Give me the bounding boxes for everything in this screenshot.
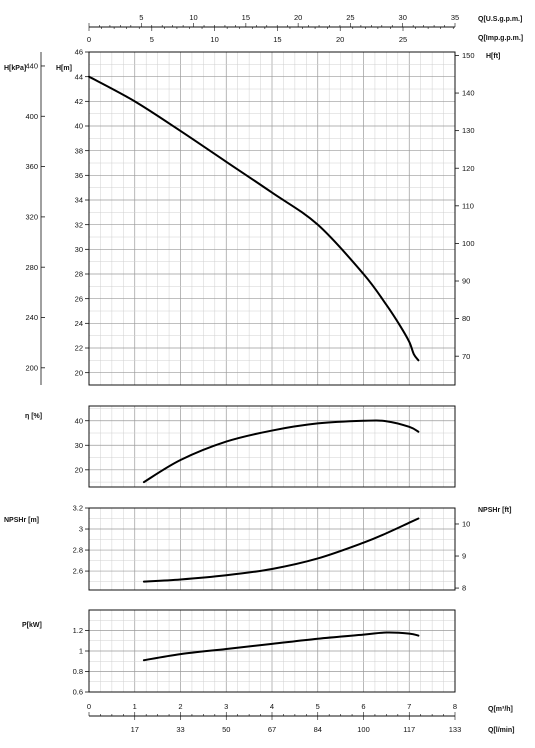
axis-layer <box>40 23 459 720</box>
efficiency-ytick-label: 30 <box>75 441 83 450</box>
bottom-m3h-tick-label: 5 <box>316 702 320 711</box>
power-curve-0 <box>142 631 420 662</box>
top-usgpm-tick-label: 5 <box>139 13 143 22</box>
bottom-lmin-tick-label: 17 <box>131 725 139 734</box>
head-curve-0 <box>88 75 420 362</box>
power-ytick-label: 0.6 <box>73 688 83 697</box>
bottom-m3h-tick-label: 8 <box>453 702 457 711</box>
bottom-lmin-tick-label: 50 <box>222 725 230 734</box>
head-ytick-label: 26 <box>75 294 83 303</box>
head-ft-tick-label: 90 <box>462 277 470 286</box>
top-impgpm-tick-label: 5 <box>150 35 154 44</box>
head-ft-tick-label: 80 <box>462 314 470 323</box>
top-usgpm-tick-label: 25 <box>346 13 354 22</box>
head-kpa-tick-label: 280 <box>25 263 38 272</box>
power-ytick-label: 0.8 <box>73 667 83 676</box>
head-kpa-tick-label: 200 <box>25 363 38 372</box>
efficiency-curve-0 <box>142 419 420 484</box>
head-ytick-label: 28 <box>75 270 83 279</box>
bottom-lmin-tick-label: 67 <box>268 725 276 734</box>
head-ytick-label: 30 <box>75 245 83 254</box>
top-usgpm-tick-label: 15 <box>242 13 250 22</box>
npsh-m-axis-label: NPSHr [m] <box>4 517 39 524</box>
top-usgpm-tick-label: 35 <box>451 13 459 22</box>
head-ytick-label: 22 <box>75 344 83 353</box>
efficiency-axis-label: η [%] <box>25 413 42 420</box>
head-ft-tick-label: 100 <box>462 239 475 248</box>
head-ytick-label: 32 <box>75 220 83 229</box>
head-ft-tick-label: 150 <box>462 51 475 60</box>
npsh-ytick-label: 3.2 <box>73 504 83 513</box>
head-kpa-tick-label: 320 <box>25 212 38 221</box>
bottom-m3h-tick-label: 2 <box>178 702 182 711</box>
top-impgpm-tick-label: 25 <box>399 35 407 44</box>
head-ft-tick-label: 120 <box>462 164 475 173</box>
top-usgpm-tick-label: 20 <box>294 13 302 22</box>
bottom-axis-label-lmin: Q[l/min] <box>488 727 514 734</box>
top-impgpm-tick-label: 10 <box>210 35 218 44</box>
top-axis-label-usgpm: Q[U.S.g.p.m.] <box>478 16 522 23</box>
bottom-lmin-tick-label: 84 <box>314 725 322 734</box>
bottom-m3h-tick-label: 7 <box>407 702 411 711</box>
npsh-ft-axis-label: NPSHr [ft] <box>478 507 511 514</box>
npsh-ft-tick-label: 8 <box>462 584 466 593</box>
head-m-axis-label: H[m] <box>56 65 72 72</box>
efficiency-frame <box>88 405 456 488</box>
text-layer: Q[U.S.g.p.m.] Q[Imp.g.p.m.] H[kPa] H[m] … <box>4 13 523 734</box>
top-impgpm-tick-label: 15 <box>273 35 281 44</box>
efficiency-ytick-label: 20 <box>75 465 83 474</box>
npsh-ytick-label: 2.8 <box>73 546 83 555</box>
bottom-m3h-tick-label: 6 <box>361 702 365 711</box>
top-impgpm-tick-label: 20 <box>336 35 344 44</box>
top-usgpm-tick-label: 30 <box>399 13 407 22</box>
npsh-ft-tick-label: 10 <box>462 520 470 529</box>
npsh-frame <box>88 507 456 591</box>
bottom-lmin-tick-label: 100 <box>357 725 370 734</box>
efficiency-ytick-label: 40 <box>75 416 83 425</box>
bottom-m3h-tick-label: 4 <box>270 702 274 711</box>
grid-layer <box>89 51 455 693</box>
head-ytick-label: 38 <box>75 146 83 155</box>
bottom-lmin-tick-label: 33 <box>176 725 184 734</box>
power-axis-label: P[kW] <box>22 622 42 629</box>
npsh-ytick-label: 2.6 <box>73 567 83 576</box>
bottom-axis-label-m3h: Q[m³/h] <box>488 706 513 713</box>
head-ft-axis-label: H[ft] <box>486 53 500 60</box>
head-ft-tick-label: 130 <box>462 126 475 135</box>
bottom-m3h-tick-label: 3 <box>224 702 228 711</box>
head-ft-tick-label: 140 <box>462 89 475 98</box>
head-ytick-label: 40 <box>75 122 83 131</box>
head-kpa-tick-label: 440 <box>25 62 38 71</box>
top-axis-label-impgpm: Q[Imp.g.p.m.] <box>478 35 523 42</box>
bottom-lmin-tick-label: 117 <box>403 725 415 734</box>
head-ft-tick-label: 110 <box>462 201 474 210</box>
head-ytick-label: 34 <box>75 196 83 205</box>
head-ytick-label: 24 <box>75 319 83 328</box>
head-ytick-label: 42 <box>75 97 83 106</box>
head-kpa-tick-label: 240 <box>25 313 38 322</box>
head-kpa-tick-label: 360 <box>25 162 38 171</box>
head-ytick-label: 46 <box>75 48 83 57</box>
bottom-m3h-tick-label: 1 <box>133 702 137 711</box>
bottom-m3h-tick-label: 0 <box>87 702 91 711</box>
npsh-ft-tick-label: 9 <box>462 552 466 561</box>
curve-layer <box>88 75 420 662</box>
npsh-ytick-label: 3 <box>79 525 83 534</box>
bottom-lmin-tick-label: 133 <box>449 725 462 734</box>
head-kpa-tick-label: 400 <box>25 112 38 121</box>
power-ytick-label: 1.2 <box>73 626 83 635</box>
top-usgpm-tick-label: 10 <box>189 13 197 22</box>
head-ytick-label: 20 <box>75 368 83 377</box>
head-ft-tick-label: 70 <box>462 352 470 361</box>
head-ytick-label: 36 <box>75 171 83 180</box>
head-ytick-label: 44 <box>75 72 83 81</box>
npsh-curve-0 <box>142 517 420 583</box>
power-ytick-label: 1 <box>79 647 83 656</box>
head-kpa-axis-label: H[kPa] <box>4 65 26 72</box>
head-frame <box>88 51 456 386</box>
top-impgpm-tick-label: 0 <box>87 35 91 44</box>
